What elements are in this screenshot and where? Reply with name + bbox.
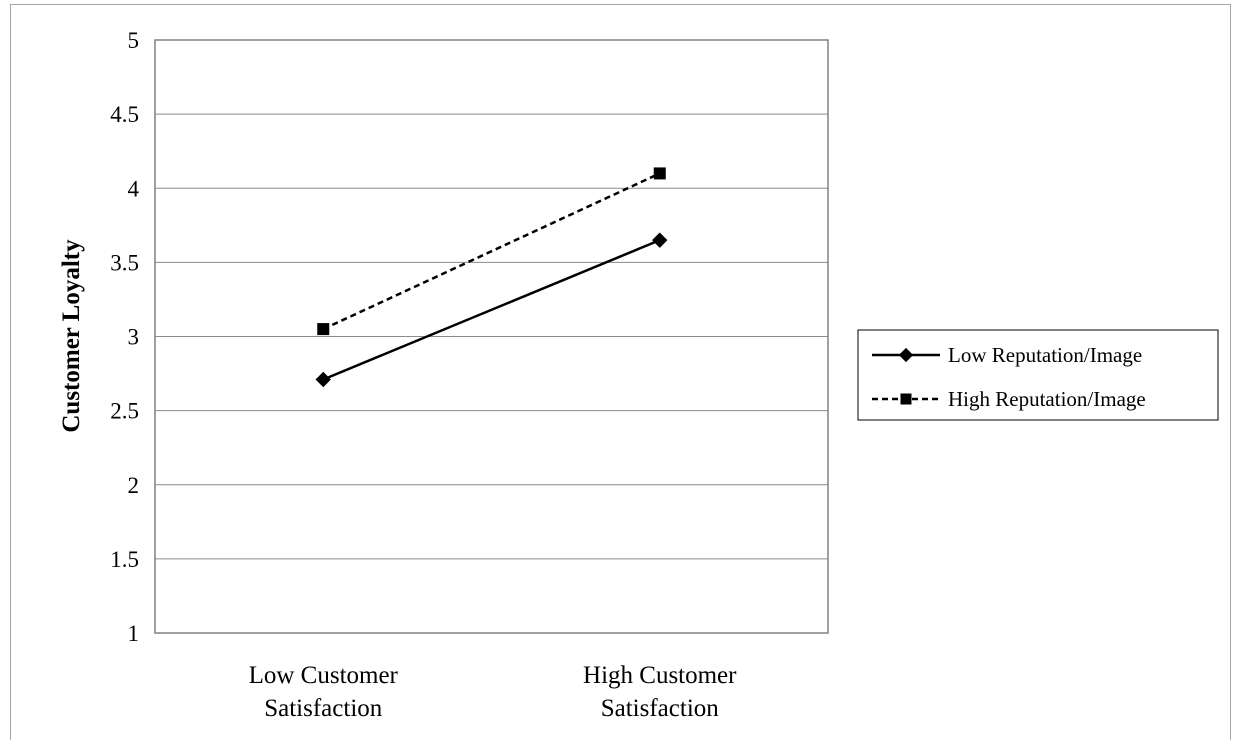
y-tick-label: 5 [128,28,140,53]
legend: Low Reputation/Image High Reputation/Imag… [857,329,1219,421]
series-group [315,167,668,388]
legend-label: Low Reputation/Image [948,343,1142,367]
y-tick-label: 4 [128,176,140,201]
series-line [322,238,661,381]
y-tick-label: 3.5 [110,250,139,275]
data-point [653,167,666,180]
gridlines [155,113,828,560]
plot-area-border [154,39,829,634]
y-axis-ticks: 1 1.5 2 2.5 3 3.5 4 4.5 5 [110,28,139,646]
y-tick-label: 2 [128,473,140,498]
y-tick-label: 1 [128,621,140,646]
data-point [317,323,330,336]
y-tick-label: 3 [128,325,140,350]
x-category-label: Low Customer Satisfaction [249,662,399,722]
y-tick-label: 2.5 [110,399,139,424]
series-line [322,172,661,331]
y-tick-label: 1.5 [110,547,139,572]
data-point [652,232,668,248]
legend-marker [898,347,914,363]
legend-box [857,329,1219,421]
legend-marker [900,393,912,405]
data-point [315,371,331,388]
x-axis-categories: Low Customer Satisfaction High Customer Sat… [249,662,738,722]
legend-label: High Reputation/Image [948,387,1146,411]
y-axis-label: Customer Loyalty [58,239,85,433]
x-category-label: High Customer Satisfaction [583,662,737,722]
y-tick-label: 4.5 [110,102,139,127]
